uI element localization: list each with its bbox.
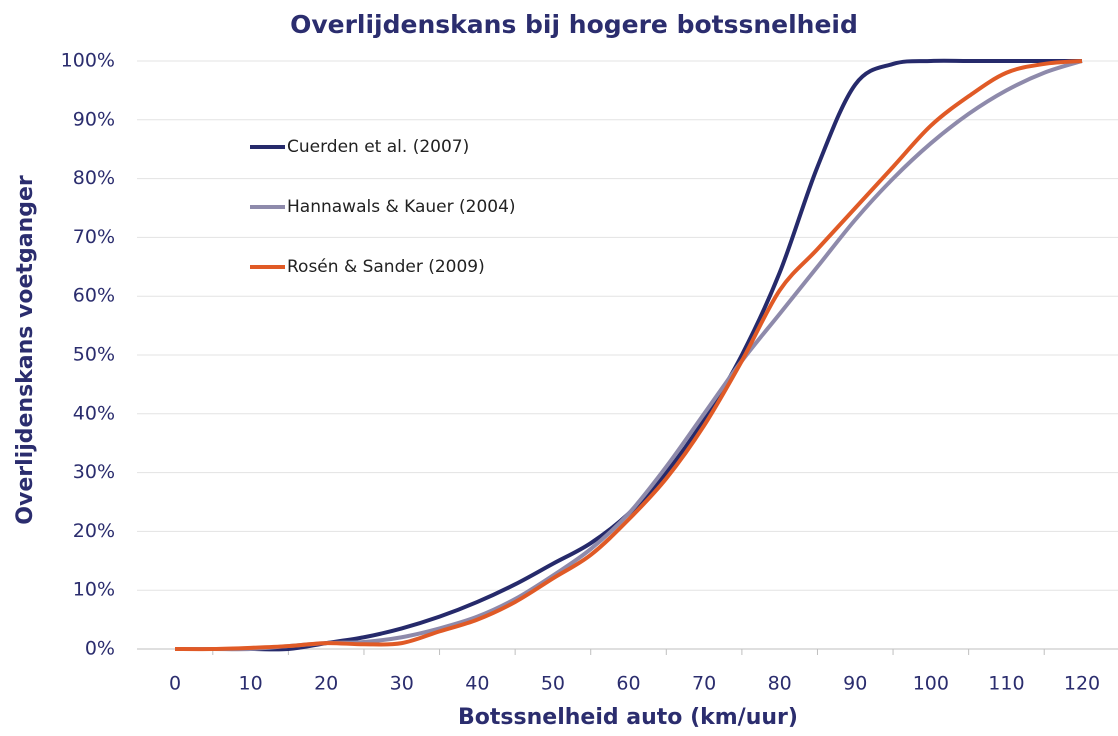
x-tick-label: 40 (465, 673, 489, 695)
x-tick-label: 20 (314, 673, 338, 695)
x-tick-label: 0 (169, 673, 181, 695)
legend-label: Hannawals & Kauer (2004) (287, 197, 516, 217)
y-tick-label: 50% (73, 344, 115, 366)
y-tick-label: 30% (73, 461, 115, 483)
x-tick-label: 50 (541, 673, 565, 695)
x-axis-label: Botssnelheid auto (km/uur) (458, 705, 798, 730)
y-tick-label: 10% (73, 579, 115, 601)
x-tick-label: 30 (390, 673, 414, 695)
series-line (174, 59, 1083, 652)
x-tick-label: 110 (988, 673, 1024, 695)
y-tick-label: 100% (61, 50, 115, 72)
y-tick-label: 60% (73, 285, 115, 307)
y-tick-label: 70% (73, 226, 115, 248)
x-tick-label: 10 (238, 673, 262, 695)
y-tick-label: 20% (73, 520, 115, 542)
x-tick-label: 90 (843, 673, 867, 695)
y-tick-label: 0% (85, 638, 115, 660)
y-tick-label: 80% (73, 167, 115, 189)
x-tick-label: 60 (616, 673, 640, 695)
y-tick-label: 40% (73, 402, 115, 424)
x-tick-label: 100 (913, 673, 949, 695)
chart-title: Overlijdenskans bij hogere botssnelheid (290, 10, 858, 39)
legend-label: Rosén & Sander (2009) (287, 257, 485, 277)
y-tick-label: 90% (73, 108, 115, 130)
x-tick-label: 80 (768, 673, 792, 695)
y-axis-label: Overlijdenskans voetganger (13, 175, 38, 525)
x-tick-label: 70 (692, 673, 716, 695)
legend-label: Cuerden et al. (2007) (287, 137, 469, 157)
x-tick-label: 120 (1064, 673, 1100, 695)
